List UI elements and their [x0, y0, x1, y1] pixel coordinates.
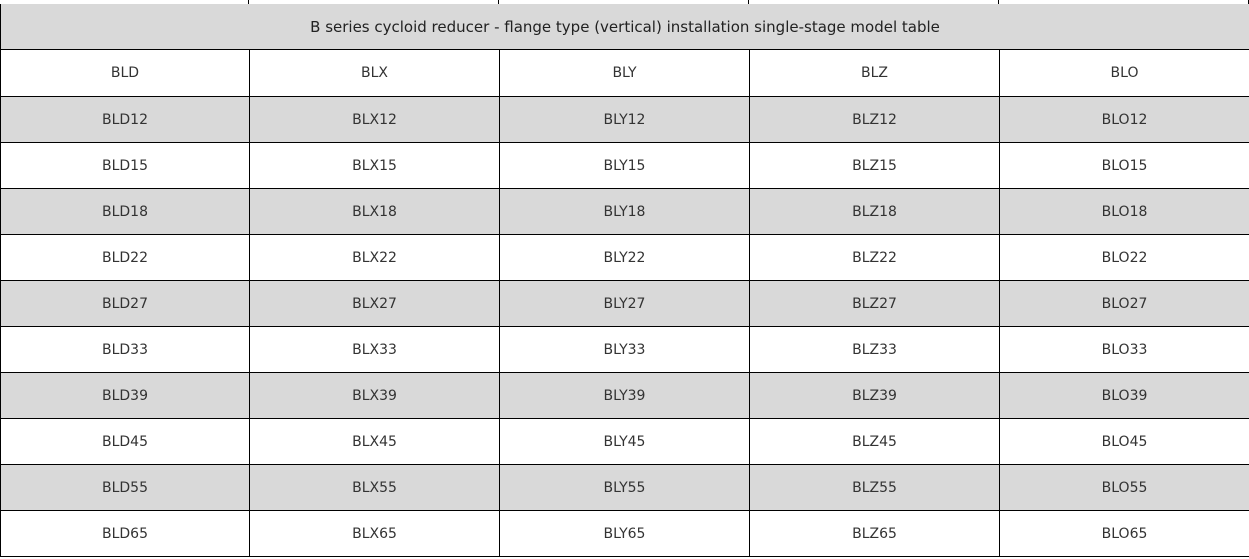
table-cell: BLY12: [499, 96, 750, 143]
table-cell: BLZ18: [749, 188, 1000, 235]
table-cell: BLY39: [499, 372, 750, 419]
table-row: BLD18 BLX18 BLY18 BLZ18 BLO18: [0, 188, 1249, 235]
table-cell: BLD12: [0, 96, 250, 143]
table-cell: BLZ12: [749, 96, 1000, 143]
table-cell: BLD27: [0, 280, 250, 327]
table-row: BLD22 BLX22 BLY22 BLZ22 BLO22: [0, 234, 1249, 281]
table-cell: BLX65: [249, 510, 500, 557]
table-cell: BLO33: [998, 326, 1249, 373]
table-cell: BLD65: [0, 510, 250, 557]
table-cell: BLX45: [249, 418, 500, 465]
table-cell: BLY65: [499, 510, 750, 557]
table-cell: BLY22: [499, 234, 750, 281]
table-cell: BLY45: [499, 418, 750, 465]
table-cell: BLD45: [0, 418, 250, 465]
table-cell: BLX27: [249, 280, 500, 327]
table-cell: BLY15: [499, 142, 750, 189]
header-cell: BLX: [249, 49, 500, 97]
table-title: B series cycloid reducer - flange type (…: [0, 4, 1249, 50]
table-row: BLD12 BLX12 BLY12 BLZ12 BLO12: [0, 96, 1249, 143]
table-cell: BLD15: [0, 142, 250, 189]
table-cell: BLX33: [249, 326, 500, 373]
table-cell: BLO65: [998, 510, 1249, 557]
table-cell: BLO12: [998, 96, 1249, 143]
table-cell: BLZ22: [749, 234, 1000, 281]
header-cell: BLD: [0, 49, 250, 97]
table-cell: BLY33: [499, 326, 750, 373]
table-cell: BLX15: [249, 142, 500, 189]
table-cell: BLZ55: [749, 464, 1000, 511]
table-cell: BLD39: [0, 372, 250, 419]
table-row: BLD55 BLX55 BLY55 BLZ55 BLO55: [0, 464, 1249, 511]
table-cell: BLO27: [998, 280, 1249, 327]
divider: [248, 0, 249, 4]
table-cell: BLY27: [499, 280, 750, 327]
table-cell: BLZ15: [749, 142, 1000, 189]
table-cell: BLX18: [249, 188, 500, 235]
table-cell: BLZ45: [749, 418, 1000, 465]
table-cell: BLD33: [0, 326, 250, 373]
table-row: BLD27 BLX27 BLY27 BLZ27 BLO27: [0, 280, 1249, 327]
table-cell: BLO39: [998, 372, 1249, 419]
table-cell: BLO18: [998, 188, 1249, 235]
title-row: B series cycloid reducer - flange type (…: [0, 4, 1249, 50]
table-cell: BLO45: [998, 418, 1249, 465]
header-cell: BLZ: [749, 49, 1000, 97]
table-row: BLD15 BLX15 BLY15 BLZ15 BLO15: [0, 142, 1249, 189]
table-cell: BLX22: [249, 234, 500, 281]
table-cell: BLX12: [249, 96, 500, 143]
model-table: B series cycloid reducer - flange type (…: [0, 4, 1249, 557]
table-row: BLD45 BLX45 BLY45 BLZ45 BLO45: [0, 418, 1249, 465]
table-cell: BLZ33: [749, 326, 1000, 373]
table-row: BLD33 BLX33 BLY33 BLZ33 BLO33: [0, 326, 1249, 373]
table-cell: BLZ65: [749, 510, 1000, 557]
header-row: BLD BLX BLY BLZ BLO: [0, 49, 1249, 97]
divider: [748, 0, 749, 4]
table-cell: BLO22: [998, 234, 1249, 281]
table-cell: BLD55: [0, 464, 250, 511]
table-cell: BLD22: [0, 234, 250, 281]
header-cell: BLY: [499, 49, 750, 97]
table-cell: BLY18: [499, 188, 750, 235]
table-cell: BLX39: [249, 372, 500, 419]
header-cell: BLO: [998, 49, 1249, 97]
divider: [998, 0, 999, 4]
table-row: BLD39 BLX39 BLY39 BLZ39 BLO39: [0, 372, 1249, 419]
table-cell: BLO55: [998, 464, 1249, 511]
divider: [498, 0, 499, 4]
table-cell: BLD18: [0, 188, 250, 235]
table-cell: BLZ39: [749, 372, 1000, 419]
table-row: BLD65 BLX65 BLY65 BLZ65 BLO65: [0, 510, 1249, 557]
table-cell: BLZ27: [749, 280, 1000, 327]
table-cell: BLO15: [998, 142, 1249, 189]
table-cell: BLX55: [249, 464, 500, 511]
table-cell: BLY55: [499, 464, 750, 511]
